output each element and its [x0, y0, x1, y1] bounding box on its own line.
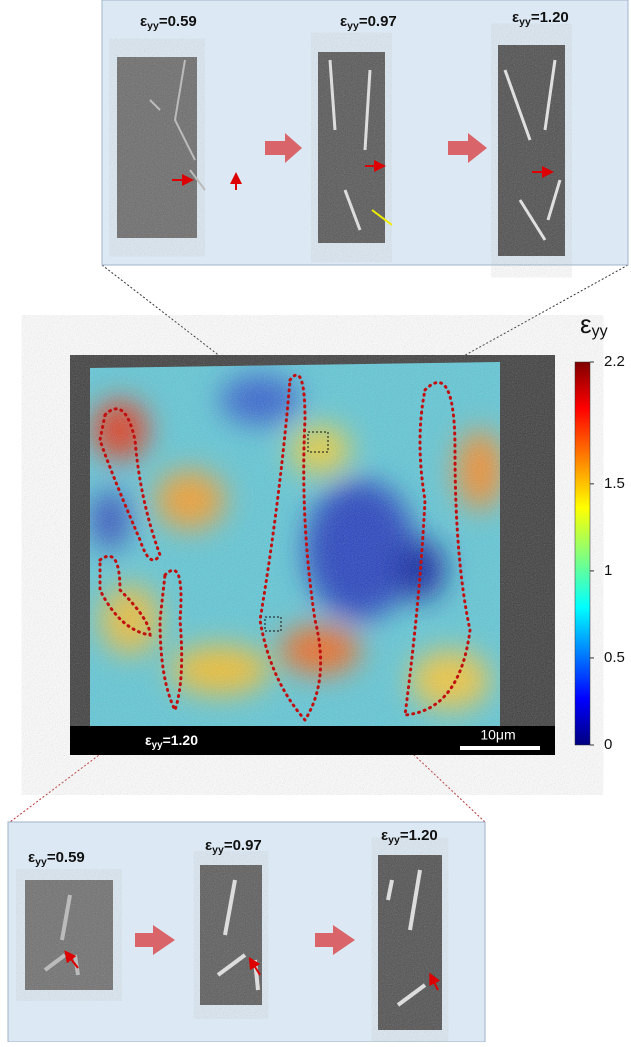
colorbar-tick-label: 1.5 — [604, 475, 625, 492]
subscript: yy — [519, 16, 531, 28]
page: {"top_panel": {"frames": [ {"symbol": "ε… — [0, 0, 631, 1042]
subscript: yy — [592, 323, 608, 340]
micrograph-texture — [200, 865, 262, 1005]
micrograph-texture — [378, 855, 442, 1030]
symbol: ε — [340, 13, 347, 30]
symbol: ε — [381, 827, 388, 844]
value: =0.97 — [224, 837, 262, 854]
subscript: yy — [152, 740, 163, 751]
colorbar-tick-label: 0 — [604, 736, 612, 753]
subscript: yy — [147, 20, 159, 32]
micrograph-texture — [117, 57, 197, 238]
colorbar-title: εyy — [580, 309, 608, 340]
subscript: yy — [347, 20, 359, 32]
micrograph-texture — [318, 52, 385, 243]
value: =0.59 — [47, 849, 85, 866]
value: =0.59 — [159, 13, 197, 30]
colorbar-tick-label: 2.2 — [604, 353, 625, 370]
colorbar-tick-label: 0.5 — [604, 649, 625, 666]
figure: 10μm εyy=0.59εyy=0.97εyy=1.20εyy=0.59εyy… — [0, 0, 631, 1042]
subscript: yy — [35, 856, 47, 868]
value: =1.20 — [531, 9, 569, 26]
symbol: ε — [28, 849, 35, 866]
scale-bar-label: 10μm — [480, 727, 515, 743]
value: =1.20 — [163, 732, 199, 748]
map-texture — [90, 362, 500, 726]
strain-map — [90, 362, 505, 726]
value: =0.97 — [359, 13, 397, 30]
subscript: yy — [212, 844, 224, 856]
subscript: yy — [388, 834, 400, 846]
symbol: ε — [140, 13, 147, 30]
colorbar-tick-label: 1 — [604, 562, 612, 579]
symbol: ε — [205, 837, 212, 854]
symbol: ε — [580, 309, 592, 339]
symbol: ε — [512, 9, 519, 26]
colorbar — [575, 362, 590, 745]
value: =1.20 — [400, 827, 438, 844]
